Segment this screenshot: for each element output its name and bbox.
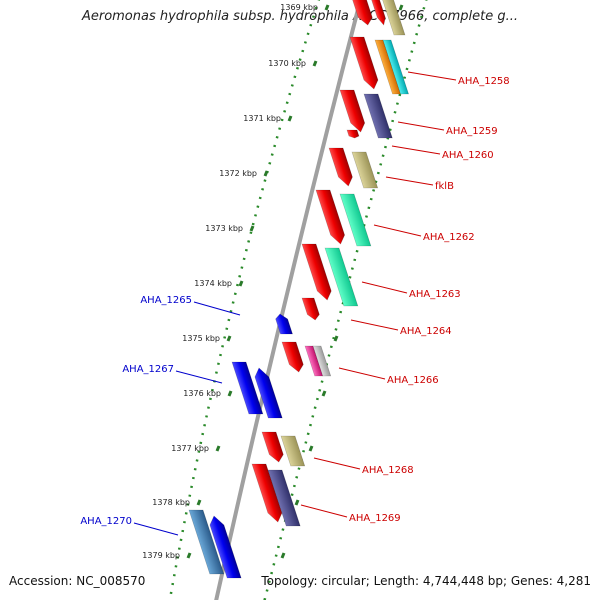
gene-arrow[interactable] [382,39,409,95]
gene-arrow[interactable] [312,345,332,377]
gene-label[interactable]: AHA_1269 [349,513,401,524]
kbp-label: 1372 kbp [219,169,257,178]
map-title: Aeromonas hydrophila subsp. hydrophila A… [81,9,519,24]
gene-arrow[interactable] [315,189,348,245]
kbp-tick [263,170,269,177]
gene-arrow[interactable] [350,0,375,26]
gene-arrow[interactable] [261,431,286,463]
gene-label[interactable]: AHA_1270 [80,516,132,527]
kbp-label: 1373 kbp [205,224,243,233]
kbp-tick [294,499,300,506]
kbp-tick [287,115,293,122]
gene-arrow[interactable] [339,89,368,133]
kbp-tick [186,552,192,559]
gene-leader-line [373,224,422,237]
gene-label[interactable]: AHA_1267 [122,364,174,375]
kbp-label: 1377 kbp [171,444,209,453]
gene-leader-line [350,319,399,331]
gene-arrow[interactable] [281,341,306,373]
kbp-label: 1379 kbp [142,551,180,560]
genome-backbone [214,0,363,600]
gene-label[interactable]: AHA_1263 [409,289,461,300]
kbp-tick [312,60,318,67]
gene-arrow[interactable] [231,361,264,415]
gene-label[interactable]: AHA_1264 [400,326,452,337]
gene-leader-line [300,504,348,518]
gene-arrow[interactable] [301,243,334,301]
kbp-label: 1370 kbp [268,59,306,68]
gene-leader-line [397,121,445,131]
gene-label[interactable]: AHA_1265 [140,295,192,306]
gene-leader-line [313,457,361,470]
gene-leader-line [175,370,223,384]
kbp-tick [226,335,232,342]
kbp-label: 1374 kbp [194,279,232,288]
kbp-tick [238,280,244,287]
gene-leader-line [193,301,241,316]
gene-arrow[interactable] [267,469,301,527]
gene-arrow[interactable] [369,0,388,26]
gene-arrow[interactable] [207,515,242,579]
gene-label[interactable]: AHA_1260 [442,150,494,161]
kbp-tick [324,4,330,11]
gene-label[interactable]: AHA_1266 [387,375,439,386]
kbp-label: 1376 kbp [183,389,221,398]
kbp-label: 1375 kbp [182,334,220,343]
gene-leader-line [391,145,441,155]
gene-leader-line [338,367,386,380]
kbp-label: 1378 kbp [152,498,190,507]
gene-arrow[interactable] [380,0,406,36]
kbp-label: 1371 kbp [243,114,281,123]
gene-label[interactable]: fklB [435,181,454,192]
kbp-tick [196,499,202,506]
accession-text: Accession: NC_008570 [9,574,146,588]
gene-arrow[interactable] [351,151,379,189]
gene-leader-line [407,71,457,81]
gene-arrow[interactable] [339,193,372,247]
gene-arrow[interactable] [328,147,355,187]
gene-leader-line [133,522,179,536]
kbp-tick [215,445,221,452]
gene-label[interactable]: AHA_1259 [446,126,498,137]
gene-arrow[interactable] [252,367,283,419]
kbp-tick [398,4,404,11]
kbp-tick [280,552,286,559]
gene-arrow[interactable] [274,313,293,335]
gene-leader-line [361,281,408,294]
gene-arrow[interactable] [251,463,285,523]
kbp-tick [249,225,255,232]
kbp-tick [308,445,314,452]
kbp-tick [321,390,327,397]
gene-arrow[interactable] [280,435,306,467]
gene-arrow[interactable] [349,36,381,90]
kbp-tick [333,335,339,342]
gene-arrow[interactable] [363,93,393,139]
kbp-label: 1369 kbp [280,3,318,12]
gene-label[interactable]: AHA_1268 [362,465,414,476]
gene-label[interactable]: AHA_1262 [423,232,475,243]
gene-arrow[interactable] [301,297,321,321]
kbp-tick [227,390,233,397]
gene-arrow[interactable] [324,247,359,307]
gene-leader-line [385,176,434,186]
gene-arrow[interactable] [346,129,360,139]
gene-arrow[interactable] [188,509,225,575]
topology-text: Topology: circular; Length: 4,744,448 bp… [261,574,591,588]
gene-label[interactable]: AHA_1258 [458,76,510,87]
